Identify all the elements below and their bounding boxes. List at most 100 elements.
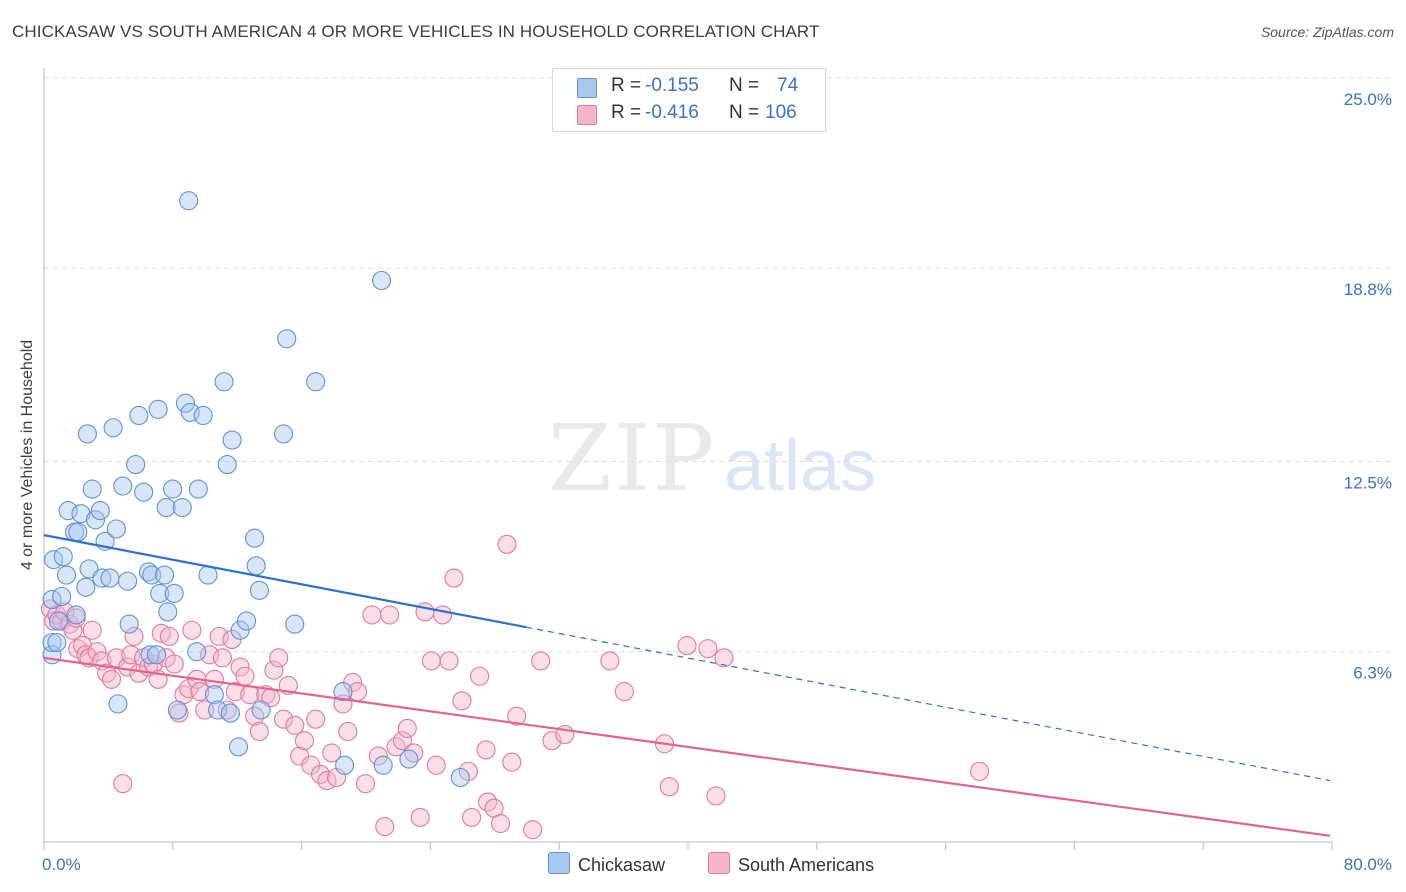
chickasaw-point xyxy=(52,586,72,607)
south-americans-point xyxy=(63,620,83,640)
chickasaw-point xyxy=(230,620,250,640)
south-americans-point xyxy=(355,774,376,794)
legend-n-value: 106 xyxy=(765,102,797,123)
south-americans-point xyxy=(101,669,122,689)
south-americans-point xyxy=(235,666,255,686)
south-americans-point xyxy=(368,746,388,766)
south-americans-point xyxy=(230,657,250,677)
chickasaw-point xyxy=(113,476,133,496)
south-americans-point xyxy=(212,648,232,668)
south-americans-point xyxy=(490,813,511,834)
tick-labels: 6.3% 12.5% 18.8% 25.0% 0.0% 80.0% xyxy=(42,90,1392,874)
south-americans-point xyxy=(87,642,107,662)
chickasaw-point xyxy=(163,479,183,499)
south-americans-point xyxy=(444,568,464,588)
south-americans-point xyxy=(264,660,284,680)
south-americans-point xyxy=(240,685,260,705)
bottom-legend-chickasaw: Chickasaw xyxy=(548,852,665,876)
chickasaw-point xyxy=(246,556,266,576)
south-americans-point xyxy=(82,620,102,640)
chickasaw-point xyxy=(92,568,112,588)
axes xyxy=(43,68,1333,850)
south-americans-point xyxy=(113,774,133,794)
chickasaw-point xyxy=(220,703,241,723)
south-americans-point xyxy=(397,718,417,738)
chickasaw-point xyxy=(236,611,257,631)
south-americans-point xyxy=(375,817,395,837)
trend-lines xyxy=(43,534,1331,837)
south-americans-point xyxy=(338,721,358,742)
y-tick-label: 6.3% xyxy=(1353,664,1392,683)
series-south-americans-points xyxy=(40,534,990,840)
chickasaw-point xyxy=(77,424,97,444)
watermark-zip: ZIP xyxy=(548,405,716,512)
south-americans-point xyxy=(225,682,245,702)
chickasaw-point xyxy=(372,270,392,291)
south-americans-point xyxy=(706,786,726,806)
south-americans-point xyxy=(269,648,289,668)
chickasaw-point xyxy=(150,583,170,603)
chickasaw-point xyxy=(228,737,249,757)
south-americans-point xyxy=(217,700,237,720)
south-americans-point xyxy=(190,682,210,702)
south-americans-point xyxy=(497,534,517,554)
south-americans-point xyxy=(285,715,305,735)
south-americans-point xyxy=(410,807,430,827)
south-americans-point xyxy=(659,777,679,797)
legend-n-label: N = xyxy=(729,75,760,96)
chickasaw-point xyxy=(85,510,105,530)
legend-swatch-south-americans xyxy=(577,105,597,125)
chickasaw-point xyxy=(146,645,167,665)
chickasaw-point xyxy=(158,602,178,622)
bottom-legend-label-chickasaw: Chickasaw xyxy=(578,855,666,875)
south-americans-point xyxy=(273,709,294,729)
source-label: Source: ZipAtlas.com xyxy=(1260,24,1394,40)
south-americans-point xyxy=(426,755,446,775)
south-americans-point xyxy=(322,743,342,763)
chickasaw-point xyxy=(273,424,294,444)
chickasaw-point xyxy=(167,700,187,720)
south-americans-point xyxy=(362,605,382,625)
chickasaw-point xyxy=(129,405,149,426)
south-americans-point xyxy=(531,651,551,671)
y-tick-label: 12.5% xyxy=(1344,474,1392,493)
chickasaw-point xyxy=(306,372,326,392)
chickasaw-point xyxy=(68,522,88,542)
bottom-legend-swatch-south-americans xyxy=(708,852,730,874)
chickasaw-point xyxy=(245,528,265,548)
chickasaw-point xyxy=(47,632,67,653)
bottom-legend-label-south-americans: South Americans xyxy=(738,855,875,875)
chickasaw-point xyxy=(155,565,175,585)
watermark-atlas: atlas xyxy=(724,426,876,506)
chickasaw-point xyxy=(90,501,110,521)
legend: R = -0.155 N = 74 R = -0.416 N = 106 xyxy=(552,68,826,132)
south-americans-point xyxy=(507,706,527,726)
legend-swatch-chickasaw xyxy=(577,78,597,98)
chickasaw-trend-line xyxy=(43,534,527,629)
chickasaw-point xyxy=(164,583,184,603)
south-americans-point xyxy=(714,648,734,668)
chickasaw-point xyxy=(373,755,393,775)
south-americans-point xyxy=(523,820,543,840)
chickasaw-point xyxy=(76,577,96,597)
chickasaw-point xyxy=(450,767,470,788)
south-americans-point xyxy=(55,602,75,622)
chickasaw-point xyxy=(335,755,355,775)
south-americans-point xyxy=(306,709,326,729)
south-americans-point xyxy=(677,636,697,656)
south-americans-point xyxy=(502,752,522,772)
south-americans-point xyxy=(600,651,620,671)
chickasaw-point xyxy=(148,399,168,419)
south-americans-point xyxy=(249,721,269,742)
south-americans-point xyxy=(439,651,459,671)
south-americans-point xyxy=(614,682,634,702)
x-tick-label: 0.0% xyxy=(42,855,81,874)
chickasaw-point xyxy=(175,393,196,413)
chickasaw-point xyxy=(138,562,159,582)
chickasaw-point xyxy=(42,632,62,653)
south-americans-point xyxy=(380,605,400,625)
chickasaw-point xyxy=(156,497,176,518)
south-americans-trend-line xyxy=(43,656,1331,837)
chickasaw-point xyxy=(188,479,208,499)
